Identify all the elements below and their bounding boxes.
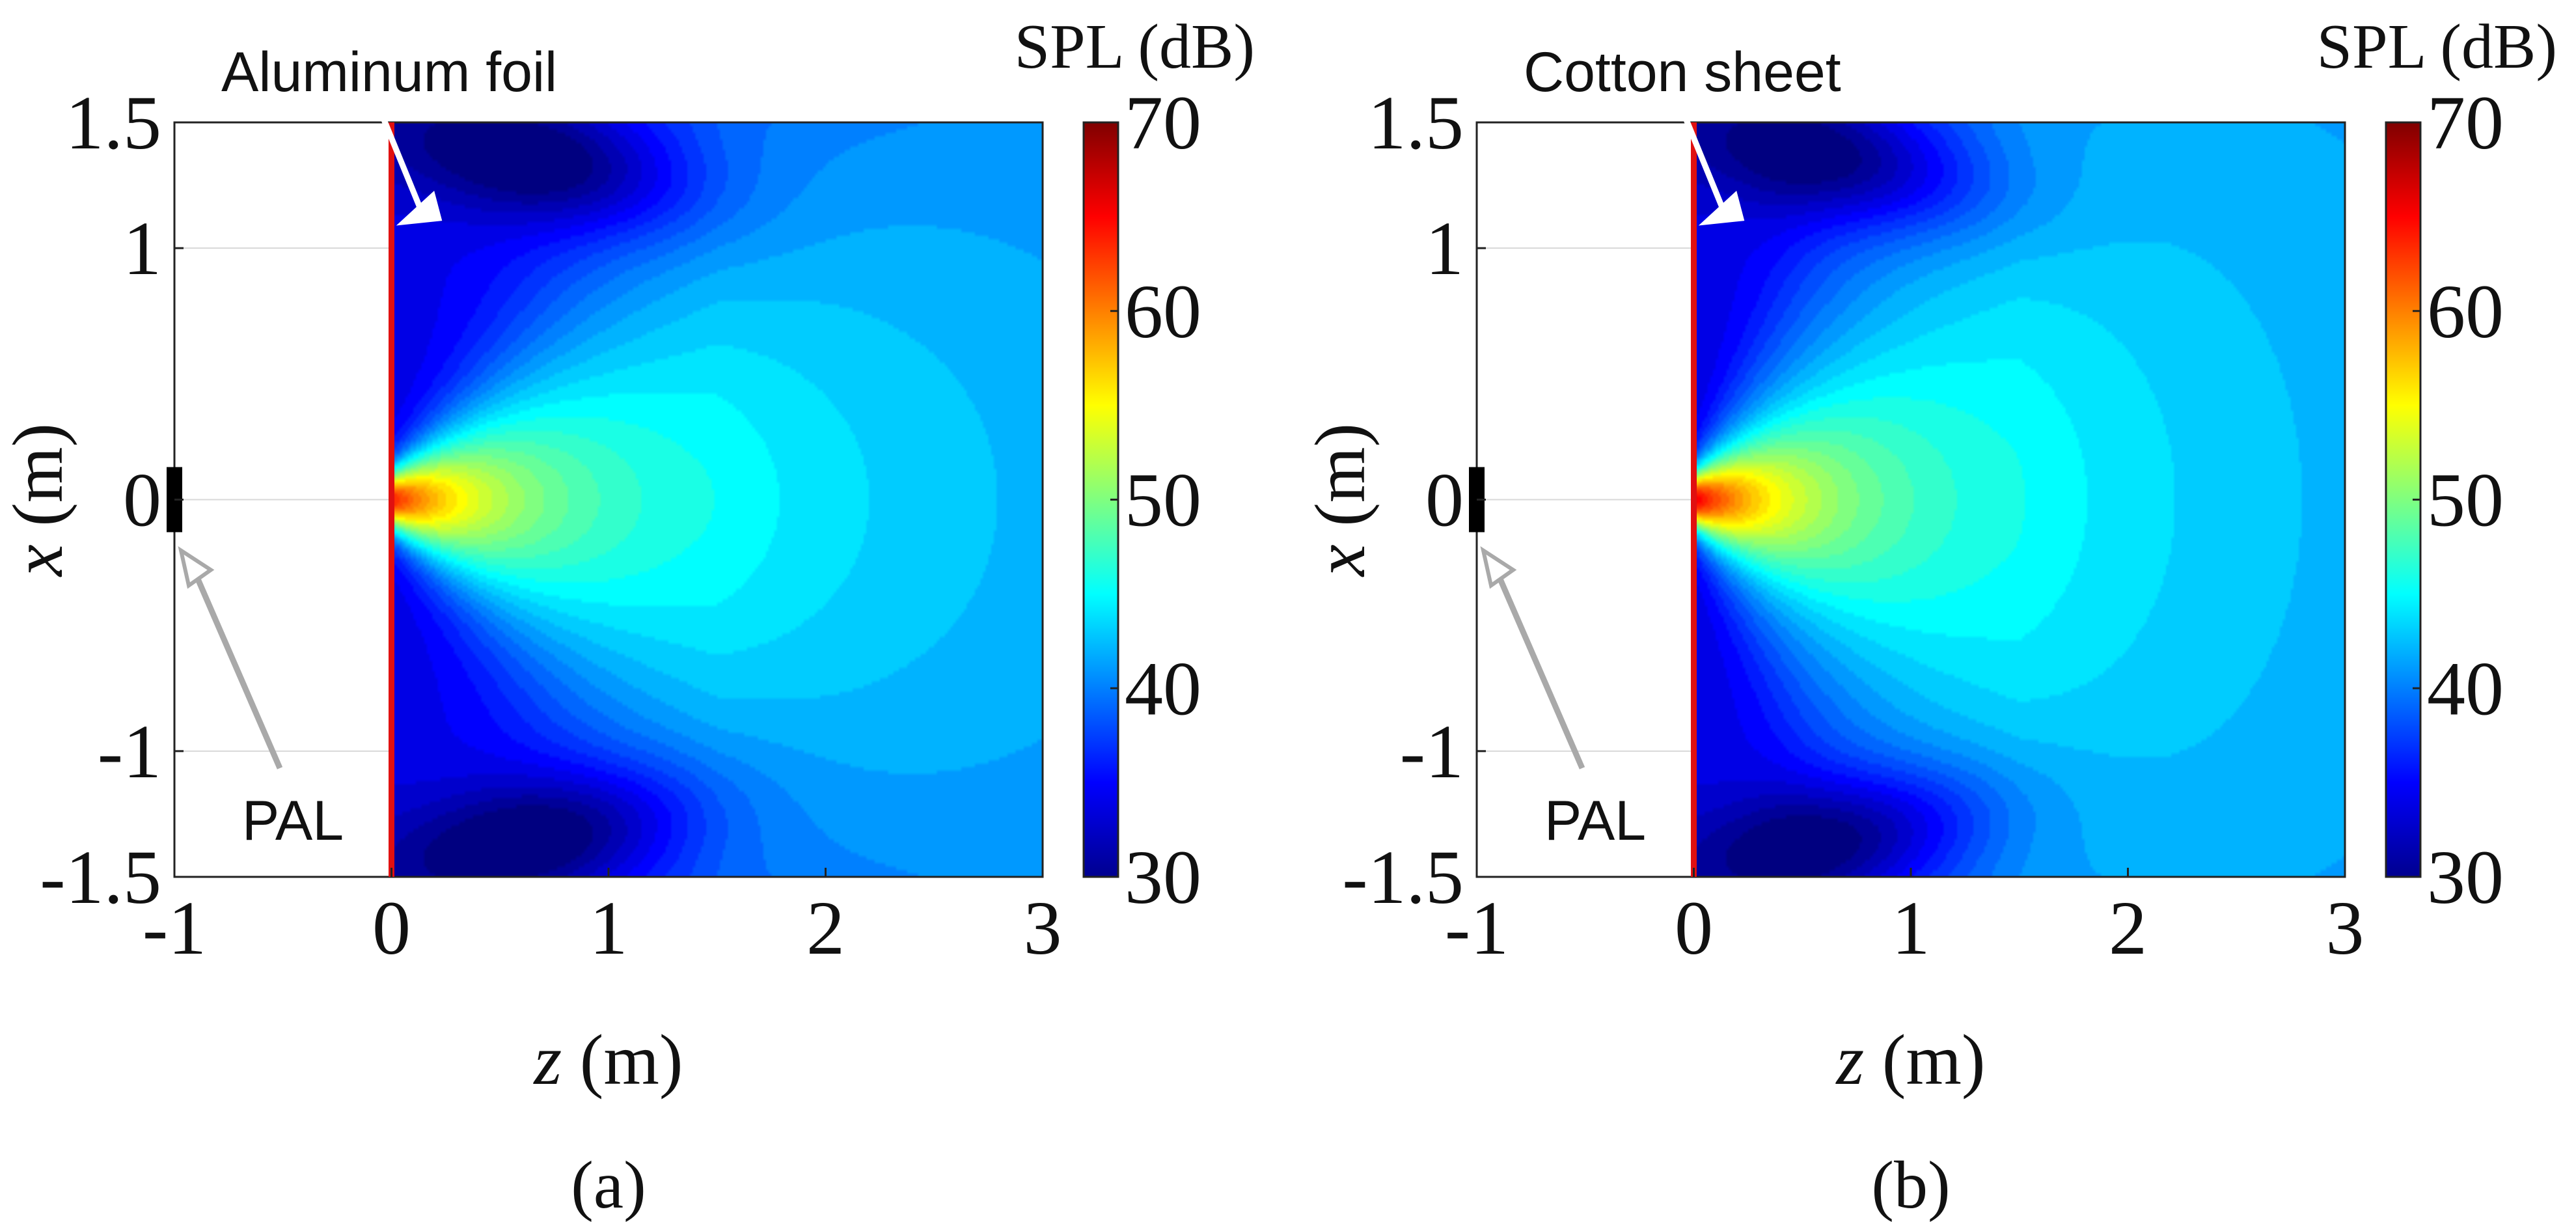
pal-annotation-arrow xyxy=(1497,577,1585,769)
y-tick-label-3: -1 xyxy=(1400,709,1464,794)
colorbar-tick-label-4: 30 xyxy=(2427,835,2504,920)
x-tick-label-0: -1 xyxy=(1445,885,1509,971)
panel-caption: (a) xyxy=(571,1148,646,1223)
y-tick-label-1: 1 xyxy=(1425,206,1464,291)
x-tick-label-0: -1 xyxy=(143,885,206,971)
x-axis-space xyxy=(1864,1020,1882,1100)
y-axis-label: x (m) xyxy=(1300,423,1380,577)
y-tick-label-0: 1.5 xyxy=(1368,80,1464,165)
y-axis-var: x xyxy=(1300,544,1380,577)
spl-heatmap xyxy=(1693,122,2345,877)
y-axis-unit: (m) xyxy=(1300,423,1380,527)
y-tick-label-1: 1 xyxy=(123,206,161,291)
x-axis-unit: (m) xyxy=(1882,1020,1986,1100)
colorbar-tick-label-2: 50 xyxy=(2427,458,2504,543)
y-axis-space xyxy=(1300,527,1380,545)
pal-annotation-arrowhead xyxy=(1480,546,1517,589)
panel-caption: (b) xyxy=(1871,1148,1950,1223)
sheet-annotation-arrowhead xyxy=(1698,190,1745,226)
colorbar-tick-label-4: 30 xyxy=(1125,835,1201,920)
pal-annotation-arrow xyxy=(195,577,283,769)
colorbar-tick-label-1: 60 xyxy=(2427,269,2504,354)
panel-b: -1 0 1 2 31.510-1-1.5z (m)x (m)Cotton sheetP… xyxy=(1300,12,2557,1223)
x-tick-label-4: 3 xyxy=(2326,885,2364,971)
colorbar-tick-label-3: 40 xyxy=(2427,646,2504,731)
colorbar-tick-label-0: 70 xyxy=(1125,80,1201,165)
y-tick-label-2: 0 xyxy=(123,458,161,543)
pal-annotation-label: PAL xyxy=(1544,790,1646,852)
colorbar-tick-label-1: 60 xyxy=(1125,269,1201,354)
colorbar-tick-label-0: 70 xyxy=(2427,80,2504,165)
x-tick-label-2: 1 xyxy=(590,885,628,971)
x-tick-label-1: 0 xyxy=(1675,885,1713,971)
x-axis-var: z xyxy=(1835,1020,1864,1100)
sheet-annotation-label: Aluminum foil xyxy=(221,41,557,104)
colorbar-tick-label-3: 40 xyxy=(1125,646,1201,731)
sheet-annotation-arrow xyxy=(1683,118,1727,213)
x-axis-label: z (m) xyxy=(1835,1020,1985,1100)
y-tick-label-3: -1 xyxy=(98,709,161,794)
x-tick-label-3: 2 xyxy=(2109,885,2147,971)
x-tick-label-3: 2 xyxy=(806,885,845,971)
pal-annotation-label: PAL xyxy=(242,790,344,852)
spl-heatmap xyxy=(391,122,1043,877)
y-tick-label-4: -1.5 xyxy=(1342,835,1464,920)
x-axis-var: z xyxy=(532,1020,562,1100)
y-tick-label-0: 1.5 xyxy=(66,80,162,165)
y-axis-label: x (m) xyxy=(0,423,77,577)
colorbar-tick-label-2: 50 xyxy=(1125,458,1201,543)
y-axis-space xyxy=(0,527,77,545)
pal-annotation-arrowhead xyxy=(178,546,215,589)
colorbar-label: SPL (dB) xyxy=(2317,12,2557,82)
y-tick-label-4: -1.5 xyxy=(40,835,161,920)
x-tick-label-4: 3 xyxy=(1024,885,1062,971)
x-tick-label-2: 1 xyxy=(1892,885,1930,971)
y-axis-unit: (m) xyxy=(0,423,77,527)
x-axis-unit: (m) xyxy=(580,1020,683,1100)
sheet-annotation-arrow xyxy=(381,118,424,213)
y-tick-label-2: 0 xyxy=(1425,458,1464,543)
x-axis-space xyxy=(562,1020,580,1100)
x-axis-label: z (m) xyxy=(532,1020,683,1100)
colorbar-label: SPL (dB) xyxy=(1015,12,1255,82)
panel-a: -1 0 1 2 31.510-1-1.5z (m)x (m)Aluminum foil… xyxy=(0,12,1255,1223)
sheet-annotation-arrowhead xyxy=(396,190,443,226)
sheet-annotation-label: Cotton sheet xyxy=(1524,41,1841,104)
y-axis-var: x xyxy=(0,544,77,577)
x-tick-label-1: 0 xyxy=(372,885,411,971)
